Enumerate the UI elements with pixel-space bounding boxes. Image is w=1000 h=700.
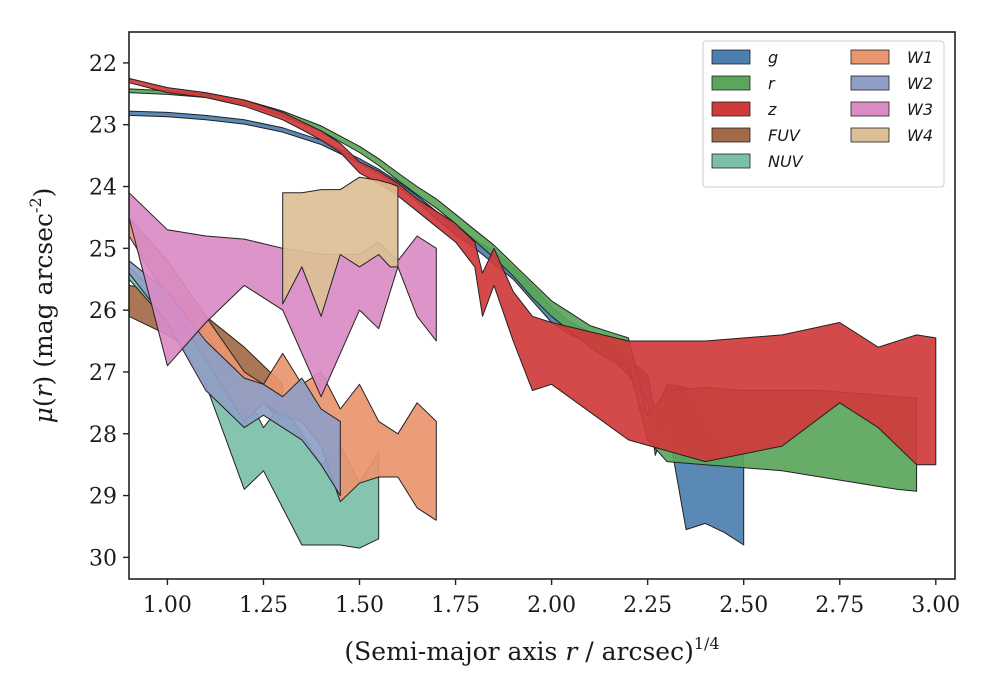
x-tick-label: 2.00: [527, 593, 576, 618]
legend-swatch-g: [711, 49, 751, 65]
legend-label-w4: W4: [907, 126, 933, 145]
legend-swatch-w1: [850, 49, 890, 65]
y-tick-label: 29: [89, 485, 117, 510]
y-tick-label: 27: [89, 361, 117, 386]
x-tick-label: 1.50: [335, 593, 384, 618]
legend-label-nuv: NUV: [768, 152, 804, 171]
x-tick-label: 2.50: [719, 593, 768, 618]
y-axis-label: μ(r) (mag arcsec-2): [26, 188, 58, 424]
legend: grz FUV NUV W1 W2 W3 W4: [702, 40, 945, 188]
y-tick-label: 28: [89, 423, 117, 448]
legend-swatch-w4: [850, 127, 890, 143]
y-tick-label: 22: [89, 52, 117, 77]
y-axis-ticks: 22 23 24 25 26 27 28 29 30: [89, 52, 129, 571]
y-tick-label: 23: [89, 114, 117, 139]
legend-swatch-r: [711, 75, 751, 91]
legend-label-w2: W2: [907, 74, 933, 93]
plot-frame: [128, 31, 956, 580]
legend-label-z: z: [767, 100, 777, 119]
x-axis-label: (Semi-major axis r / arcsec)1/4: [344, 634, 719, 666]
y-tick-label: 24: [89, 176, 117, 201]
x-tick-label: 1.00: [143, 593, 192, 618]
legend-swatch-fuv: [711, 127, 751, 143]
x-tick-label: 2.75: [815, 593, 864, 618]
legend-swatch-z: [711, 101, 751, 117]
y-tick-label: 30: [89, 546, 117, 571]
x-axis-ticks: 1.00 1.25 1.50 1.75 2.00 2.25 2.50 2.75 3.00: [143, 579, 960, 618]
band-w4: [282, 176, 399, 317]
legend-label-fuv: FUV: [768, 126, 801, 145]
y-tick-label: 26: [89, 299, 117, 324]
legend-label-g: g: [768, 48, 778, 67]
legend-label-w1: W1: [907, 48, 933, 67]
legend-swatch-w2: [850, 75, 890, 91]
legend-label-r: r: [768, 74, 776, 93]
band-z: [128, 77, 937, 466]
legend-label-w3: W3: [907, 100, 933, 119]
x-tick-label: 1.75: [431, 593, 480, 618]
x-tick-label: 2.25: [623, 593, 672, 618]
x-tick-label: 1.25: [239, 593, 288, 618]
bands-layer: [128, 77, 937, 549]
legend-swatch-nuv: [711, 153, 751, 169]
x-tick-label: 3.00: [911, 593, 960, 618]
y-tick-label: 25: [89, 237, 117, 262]
legend-swatch-w3: [850, 101, 890, 117]
